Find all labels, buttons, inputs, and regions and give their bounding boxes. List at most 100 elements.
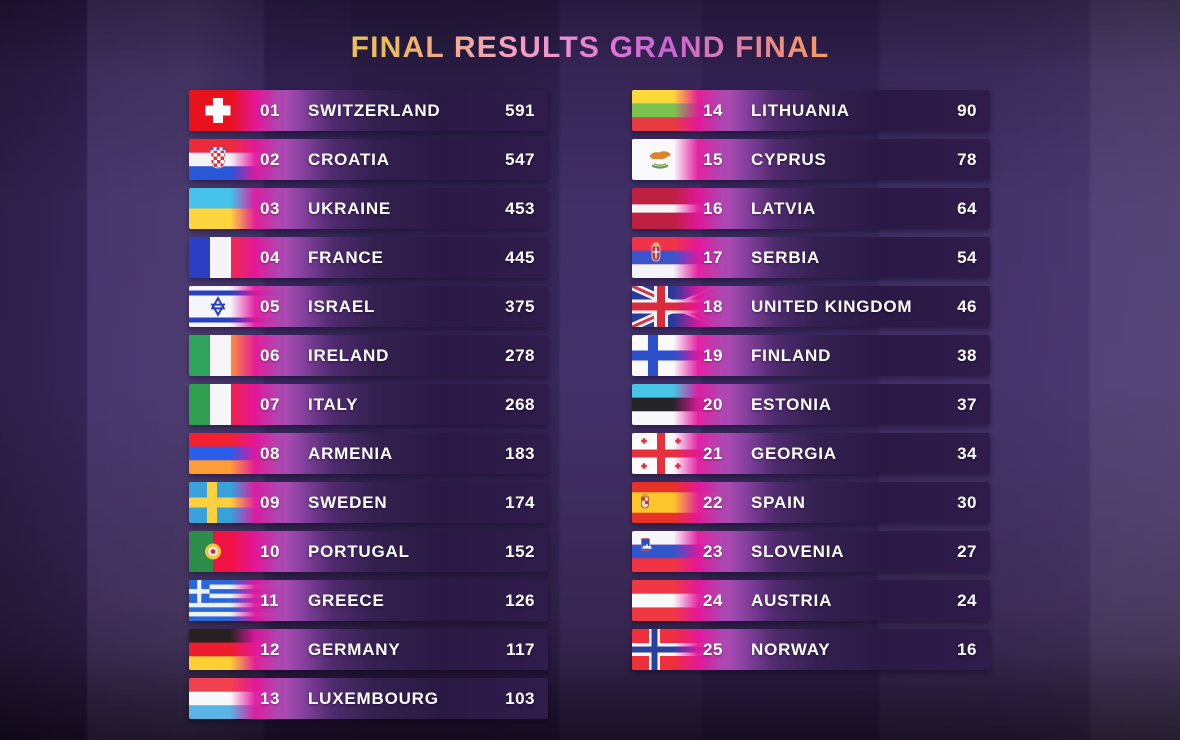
flag-croatia-icon [189,139,281,180]
flag-cyprus-icon [632,139,724,180]
country-name: SWITZERLAND [308,101,441,120]
flag-united-kingdom-icon [632,286,724,327]
rank-label: 13 [260,689,280,708]
result-row: 08 ARMENIA 183 [189,433,548,474]
country-name: CYPRUS [751,150,827,169]
flag-fade-overlay [632,531,724,572]
flag-fade-overlay [189,531,281,572]
results-column-right: 14 LITHUANIA 90 15 CYPRUS 78 16 LATVIA 6… [632,90,990,678]
flag-slovenia-icon [632,531,724,572]
result-row: 22 SPAIN 30 [632,482,990,523]
flag-finland-icon [632,335,724,376]
result-row: 06 IRELAND 278 [189,335,548,376]
flag-georgia-icon [632,433,724,474]
points-value: 37 [957,395,977,414]
flag-lithuania-icon [632,90,724,131]
flag-fade-overlay [189,384,281,425]
flag-fade-overlay [632,90,724,131]
points-value: 103 [505,689,535,708]
flag-austria-icon [632,580,724,621]
country-name: SPAIN [751,493,806,512]
rank-label: 19 [703,346,723,365]
country-name: LATVIA [751,199,816,218]
country-name: ESTONIA [751,395,832,414]
rank-label: 17 [703,248,723,267]
flag-spain-icon [632,482,724,523]
points-value: 174 [505,493,535,512]
rank-label: 14 [703,101,723,120]
points-value: 54 [957,248,977,267]
flag-fade-overlay [189,139,281,180]
country-name: PORTUGAL [308,542,410,561]
rank-label: 24 [703,591,723,610]
flag-latvia-icon [632,188,724,229]
flag-germany-icon [189,629,281,670]
points-value: 152 [505,542,535,561]
result-row: 03 UKRAINE 453 [189,188,548,229]
flag-fade-overlay [189,678,281,719]
rank-label: 15 [703,150,723,169]
points-value: 34 [957,444,977,463]
flag-fade-overlay [632,139,724,180]
rank-label: 05 [260,297,280,316]
country-name: NORWAY [751,640,831,659]
page-title-text: FINAL RESULTS GRAND FINAL [350,31,830,64]
country-name: ITALY [308,395,359,414]
flag-fade-overlay [632,629,724,670]
flag-fade-overlay [632,580,724,621]
country-name: UNITED KINGDOM [751,297,913,316]
flag-fade-overlay [189,629,281,670]
flag-portugal-icon [189,531,281,572]
rank-label: 11 [260,591,279,610]
points-value: 117 [506,640,535,659]
points-value: 126 [505,591,535,610]
result-row: 16 LATVIA 64 [632,188,990,229]
rank-label: 07 [260,395,280,414]
result-row: 20 ESTONIA 37 [632,384,990,425]
flag-fade-overlay [189,90,281,131]
flag-greece-icon [189,580,281,621]
flag-france-icon [189,237,281,278]
flag-ireland-icon [189,335,281,376]
country-name: SERBIA [751,248,821,267]
flag-armenia-icon [189,433,281,474]
points-value: 591 [505,101,535,120]
flag-switzerland-icon [189,90,281,131]
flag-israel-icon [189,286,281,327]
rank-label: 08 [260,444,280,463]
rank-label: 12 [260,640,280,659]
flag-estonia-icon [632,384,724,425]
country-name: LUXEMBOURG [308,689,439,708]
result-row: 12 GERMANY 117 [189,629,548,670]
flag-fade-overlay [189,433,281,474]
result-row: 23 SLOVENIA 27 [632,531,990,572]
flag-norway-icon [632,629,724,670]
flag-ukraine-icon [189,188,281,229]
result-row: 19 FINLAND 38 [632,335,990,376]
rank-label: 18 [703,297,723,316]
points-value: 27 [957,542,977,561]
result-row: 04 FRANCE 445 [189,237,548,278]
rank-label: 04 [260,248,280,267]
flag-fade-overlay [632,188,724,229]
country-name: GEORGIA [751,444,837,463]
rank-label: 10 [260,542,280,561]
country-name: GREECE [308,591,385,610]
flag-sweden-icon [189,482,281,523]
points-value: 46 [957,297,977,316]
rank-label: 22 [703,493,723,512]
result-row: 21 GEORGIA 34 [632,433,990,474]
rank-label: 25 [703,640,723,659]
rank-label: 03 [260,199,280,218]
points-value: 547 [505,150,535,169]
result-row: 10 PORTUGAL 152 [189,531,548,572]
country-name: AUSTRIA [751,591,833,610]
flag-fade-overlay [632,482,724,523]
result-row: 25 NORWAY 16 [632,629,990,670]
points-value: 453 [505,199,535,218]
country-name: SLOVENIA [751,542,845,561]
results-column-left: 01 SWITZERLAND 591 02 CROATIA 547 03 UKR… [189,90,548,727]
